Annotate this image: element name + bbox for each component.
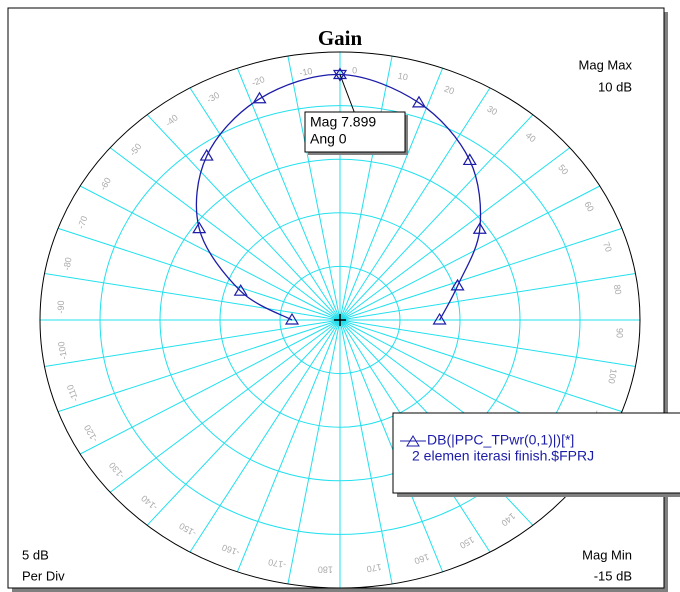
mag-max-name: Mag Max <box>579 57 633 72</box>
angle-tick-label: -90 <box>56 300 66 313</box>
outer-ring <box>39 51 641 589</box>
angle-grid-line <box>339 272 636 321</box>
angle-tick-label: -170 <box>267 557 286 570</box>
angle-grid-line <box>339 55 393 321</box>
angle-grid-line <box>44 272 341 321</box>
angle-grid-line <box>146 114 341 321</box>
angle-tick-label: 40 <box>524 130 538 144</box>
angle-grid-line <box>339 319 623 413</box>
trace-marker <box>192 221 207 234</box>
trace-marker <box>233 284 248 296</box>
angle-tick-label: 30 <box>485 104 499 118</box>
angle-grid-line <box>79 319 341 455</box>
angle-grid-line <box>287 319 341 585</box>
angle-grid-line <box>189 319 341 553</box>
angle-tick-label: 10 <box>397 71 409 83</box>
angle-tick-label: 0 <box>352 65 357 75</box>
annotation-text: Ang 0 <box>310 131 347 147</box>
ring-grid-line <box>159 158 521 482</box>
angle-tick-label: 100 <box>606 368 618 385</box>
annotation-leader <box>339 74 356 115</box>
legend-label: 2 elemen iterasi finish.$FPRJ <box>412 448 594 464</box>
angle-grid-line <box>57 319 341 413</box>
mag-max-label: 10 dB <box>598 79 632 94</box>
angle-grid-line <box>339 227 623 321</box>
angle-grid-line <box>189 87 341 321</box>
angle-grid-line <box>339 319 636 368</box>
mag-min-name: Mag Min <box>582 547 632 562</box>
trace-line <box>195 73 482 321</box>
angle-tick-label: -80 <box>61 257 73 272</box>
angle-grid-line <box>339 319 444 573</box>
angle-tick-label: 180 <box>318 565 333 575</box>
angle-grid-line <box>236 319 341 573</box>
angle-tick-label: 170 <box>366 562 383 574</box>
per-div-label: 5 dB <box>22 547 49 562</box>
trace-marker <box>284 312 300 325</box>
angle-tick-label: -10 <box>299 66 314 78</box>
trace-marker <box>411 95 427 108</box>
chart-title: Gain <box>318 26 363 50</box>
trace-marker <box>432 312 447 325</box>
trace-marker <box>472 222 487 234</box>
angle-tick-label: 20 <box>443 84 456 97</box>
angle-grid-line <box>339 114 534 321</box>
trace-marker <box>462 153 477 166</box>
angle-grid-line <box>109 147 341 321</box>
angle-grid-line <box>109 319 341 493</box>
per-div-name: Per Div <box>22 568 65 583</box>
marker-star <box>332 69 348 82</box>
mag-min-label: -15 dB <box>594 568 632 583</box>
angle-tick-label: 60 <box>582 200 596 214</box>
angle-grid-line <box>339 319 393 585</box>
ring-grid-line <box>219 212 461 428</box>
angle-tick-label: 50 <box>556 163 570 177</box>
angle-grid-line <box>339 87 491 321</box>
angle-grid-line <box>339 67 444 321</box>
trace-marker <box>199 148 214 161</box>
angle-tick-label: 90 <box>614 328 624 338</box>
angle-tick-label: 70 <box>601 240 614 253</box>
angle-tick-label: 80 <box>612 284 624 296</box>
angle-tick-label: -70 <box>76 215 90 231</box>
angle-grid-line <box>339 185 601 321</box>
trace-marker <box>450 278 465 291</box>
angle-grid-line <box>44 319 341 368</box>
legend-label: DB(|PPC_TPwr(0,1)|)[*] <box>427 432 574 448</box>
center-cross <box>334 314 346 326</box>
trace-marker <box>332 67 348 80</box>
annotation-box <box>304 111 406 153</box>
trace-marker <box>252 91 267 104</box>
angle-grid-line <box>339 147 571 321</box>
legend-box <box>392 412 680 494</box>
ring-grid-line <box>99 105 581 535</box>
legend-marker <box>406 435 420 447</box>
annotation-text: Mag 7.899 <box>310 114 376 130</box>
angle-grid-line <box>236 67 341 321</box>
angle-grid-line <box>146 319 341 526</box>
angle-tick-label: 160 <box>413 552 431 567</box>
ring-grid-line <box>279 265 401 375</box>
angle-grid-line <box>287 55 341 321</box>
angle-grid-line <box>57 227 341 321</box>
angle-tick-label: -20 <box>250 74 266 88</box>
angle-tick-label: -100 <box>56 341 69 360</box>
